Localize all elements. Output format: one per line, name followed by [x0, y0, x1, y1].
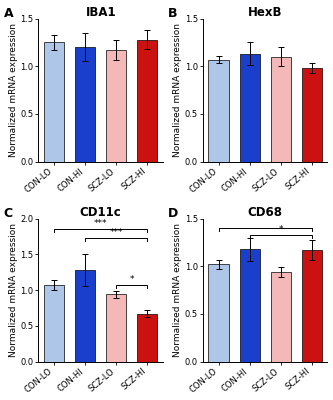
Bar [208, 60, 229, 162]
Bar [271, 272, 291, 362]
Y-axis label: Normalized mRNA expression: Normalized mRNA expression [9, 23, 18, 157]
Text: ***: *** [94, 219, 108, 228]
Bar [137, 314, 158, 362]
Bar [302, 250, 322, 362]
Text: *: * [130, 275, 134, 284]
Bar [271, 57, 291, 162]
Y-axis label: Normalized mRNA expression: Normalized mRNA expression [173, 23, 182, 157]
Bar [106, 50, 126, 162]
Text: D: D [168, 207, 178, 220]
Text: A: A [4, 7, 13, 20]
Text: C: C [4, 207, 13, 220]
Bar [44, 42, 64, 162]
Bar [302, 68, 322, 162]
Title: CD68: CD68 [248, 206, 283, 218]
Title: HexB: HexB [248, 6, 282, 18]
Bar [239, 54, 260, 162]
Text: ***: *** [110, 228, 123, 237]
Text: B: B [168, 7, 177, 20]
Bar [75, 47, 95, 162]
Bar [208, 264, 229, 362]
Title: IBA1: IBA1 [85, 6, 116, 18]
Bar [44, 285, 64, 362]
Bar [106, 294, 126, 362]
Text: *: * [278, 225, 283, 234]
Bar [239, 249, 260, 362]
Bar [137, 40, 158, 162]
Title: CD11c: CD11c [80, 206, 122, 218]
Bar [75, 270, 95, 362]
Y-axis label: Normalized mRNA expression: Normalized mRNA expression [9, 223, 18, 357]
Y-axis label: Normalized mRNA expression: Normalized mRNA expression [173, 223, 182, 357]
